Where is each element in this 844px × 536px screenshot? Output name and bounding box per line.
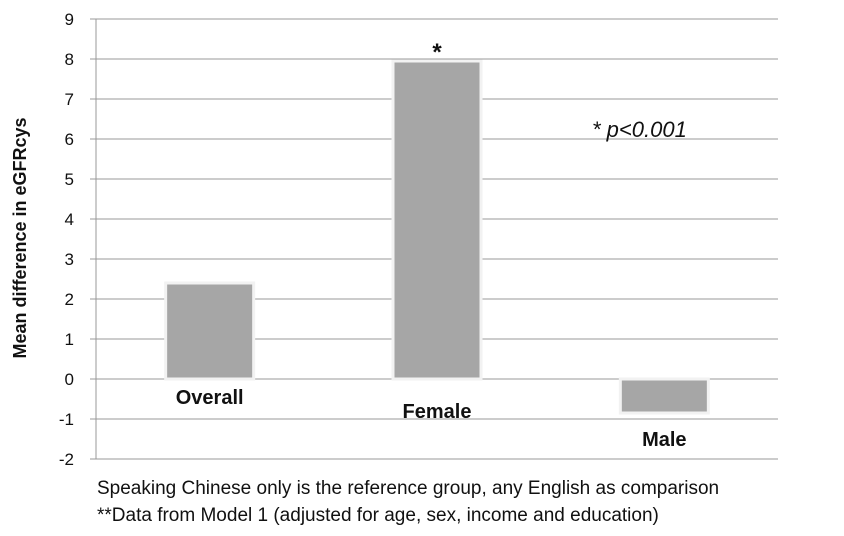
category-label: Male [642,429,686,451]
y-tick-label: 0 [65,370,74,389]
bar-female [391,59,483,381]
y-tick-label: 7 [65,90,74,109]
footnote-reference-group: Speaking Chinese only is the reference g… [97,478,720,499]
y-tick-label: 8 [65,50,74,69]
y-tick-labels: -2 -1 0 1 2 3 4 5 6 7 8 9 [59,10,74,469]
category-label: Overall [176,387,244,409]
significance-annotation: * p<0.001 [592,117,687,142]
y-tick-label: 3 [65,250,74,269]
footnote-model: **Data from Model 1 (adjusted for age, s… [97,505,659,526]
bar-male [618,377,710,415]
y-tick-label: 9 [65,10,74,29]
y-tick-label: 2 [65,290,74,309]
y-tick-label: 6 [65,130,74,149]
y-tick-label: 5 [65,170,74,189]
y-tick-label: 4 [65,210,74,229]
y-tick-label: 1 [65,330,74,349]
bars [164,59,710,415]
significance-markers: * [432,39,442,66]
category-labels: Overall Female Male [176,387,687,451]
bar-overall [164,281,256,381]
y-tick-label: -2 [59,450,74,469]
y-tick-label: -1 [59,410,74,429]
y-axis-label: Mean difference in eGFRcys [10,117,30,358]
significance-star: * [432,39,442,66]
bar-chart: -2 -1 0 1 2 3 4 5 6 7 8 9 Overall Female Male * Mean … [10,10,778,469]
category-label: Female [403,401,472,423]
